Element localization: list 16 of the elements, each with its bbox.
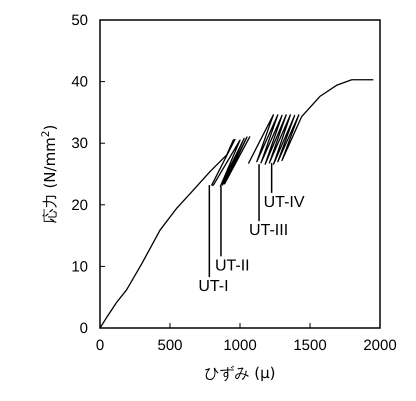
y-tick-label: 20 bbox=[71, 196, 88, 214]
x-tick-label: 1500 bbox=[293, 337, 327, 354]
annotation: UT-III bbox=[249, 222, 288, 240]
annotation: UT-IV bbox=[264, 194, 305, 211]
y-tick-label: 50 bbox=[71, 12, 88, 29]
y-tick-label: 0 bbox=[80, 320, 88, 337]
y-tick-label: 10 bbox=[71, 258, 88, 276]
x-tick-label: 0 bbox=[96, 337, 104, 354]
x-tick-label: 2000 bbox=[363, 337, 397, 354]
x-tick-label: 1000 bbox=[223, 337, 257, 354]
annotation: UT-II bbox=[214, 257, 250, 274]
annotation: UT-I bbox=[198, 278, 229, 296]
x-axis-title: ひずみ (μ) bbox=[204, 364, 276, 382]
y-tick-label: 30 bbox=[71, 135, 88, 152]
x-tick-label: 500 bbox=[157, 337, 183, 354]
y-tick-label: 40 bbox=[71, 74, 88, 91]
